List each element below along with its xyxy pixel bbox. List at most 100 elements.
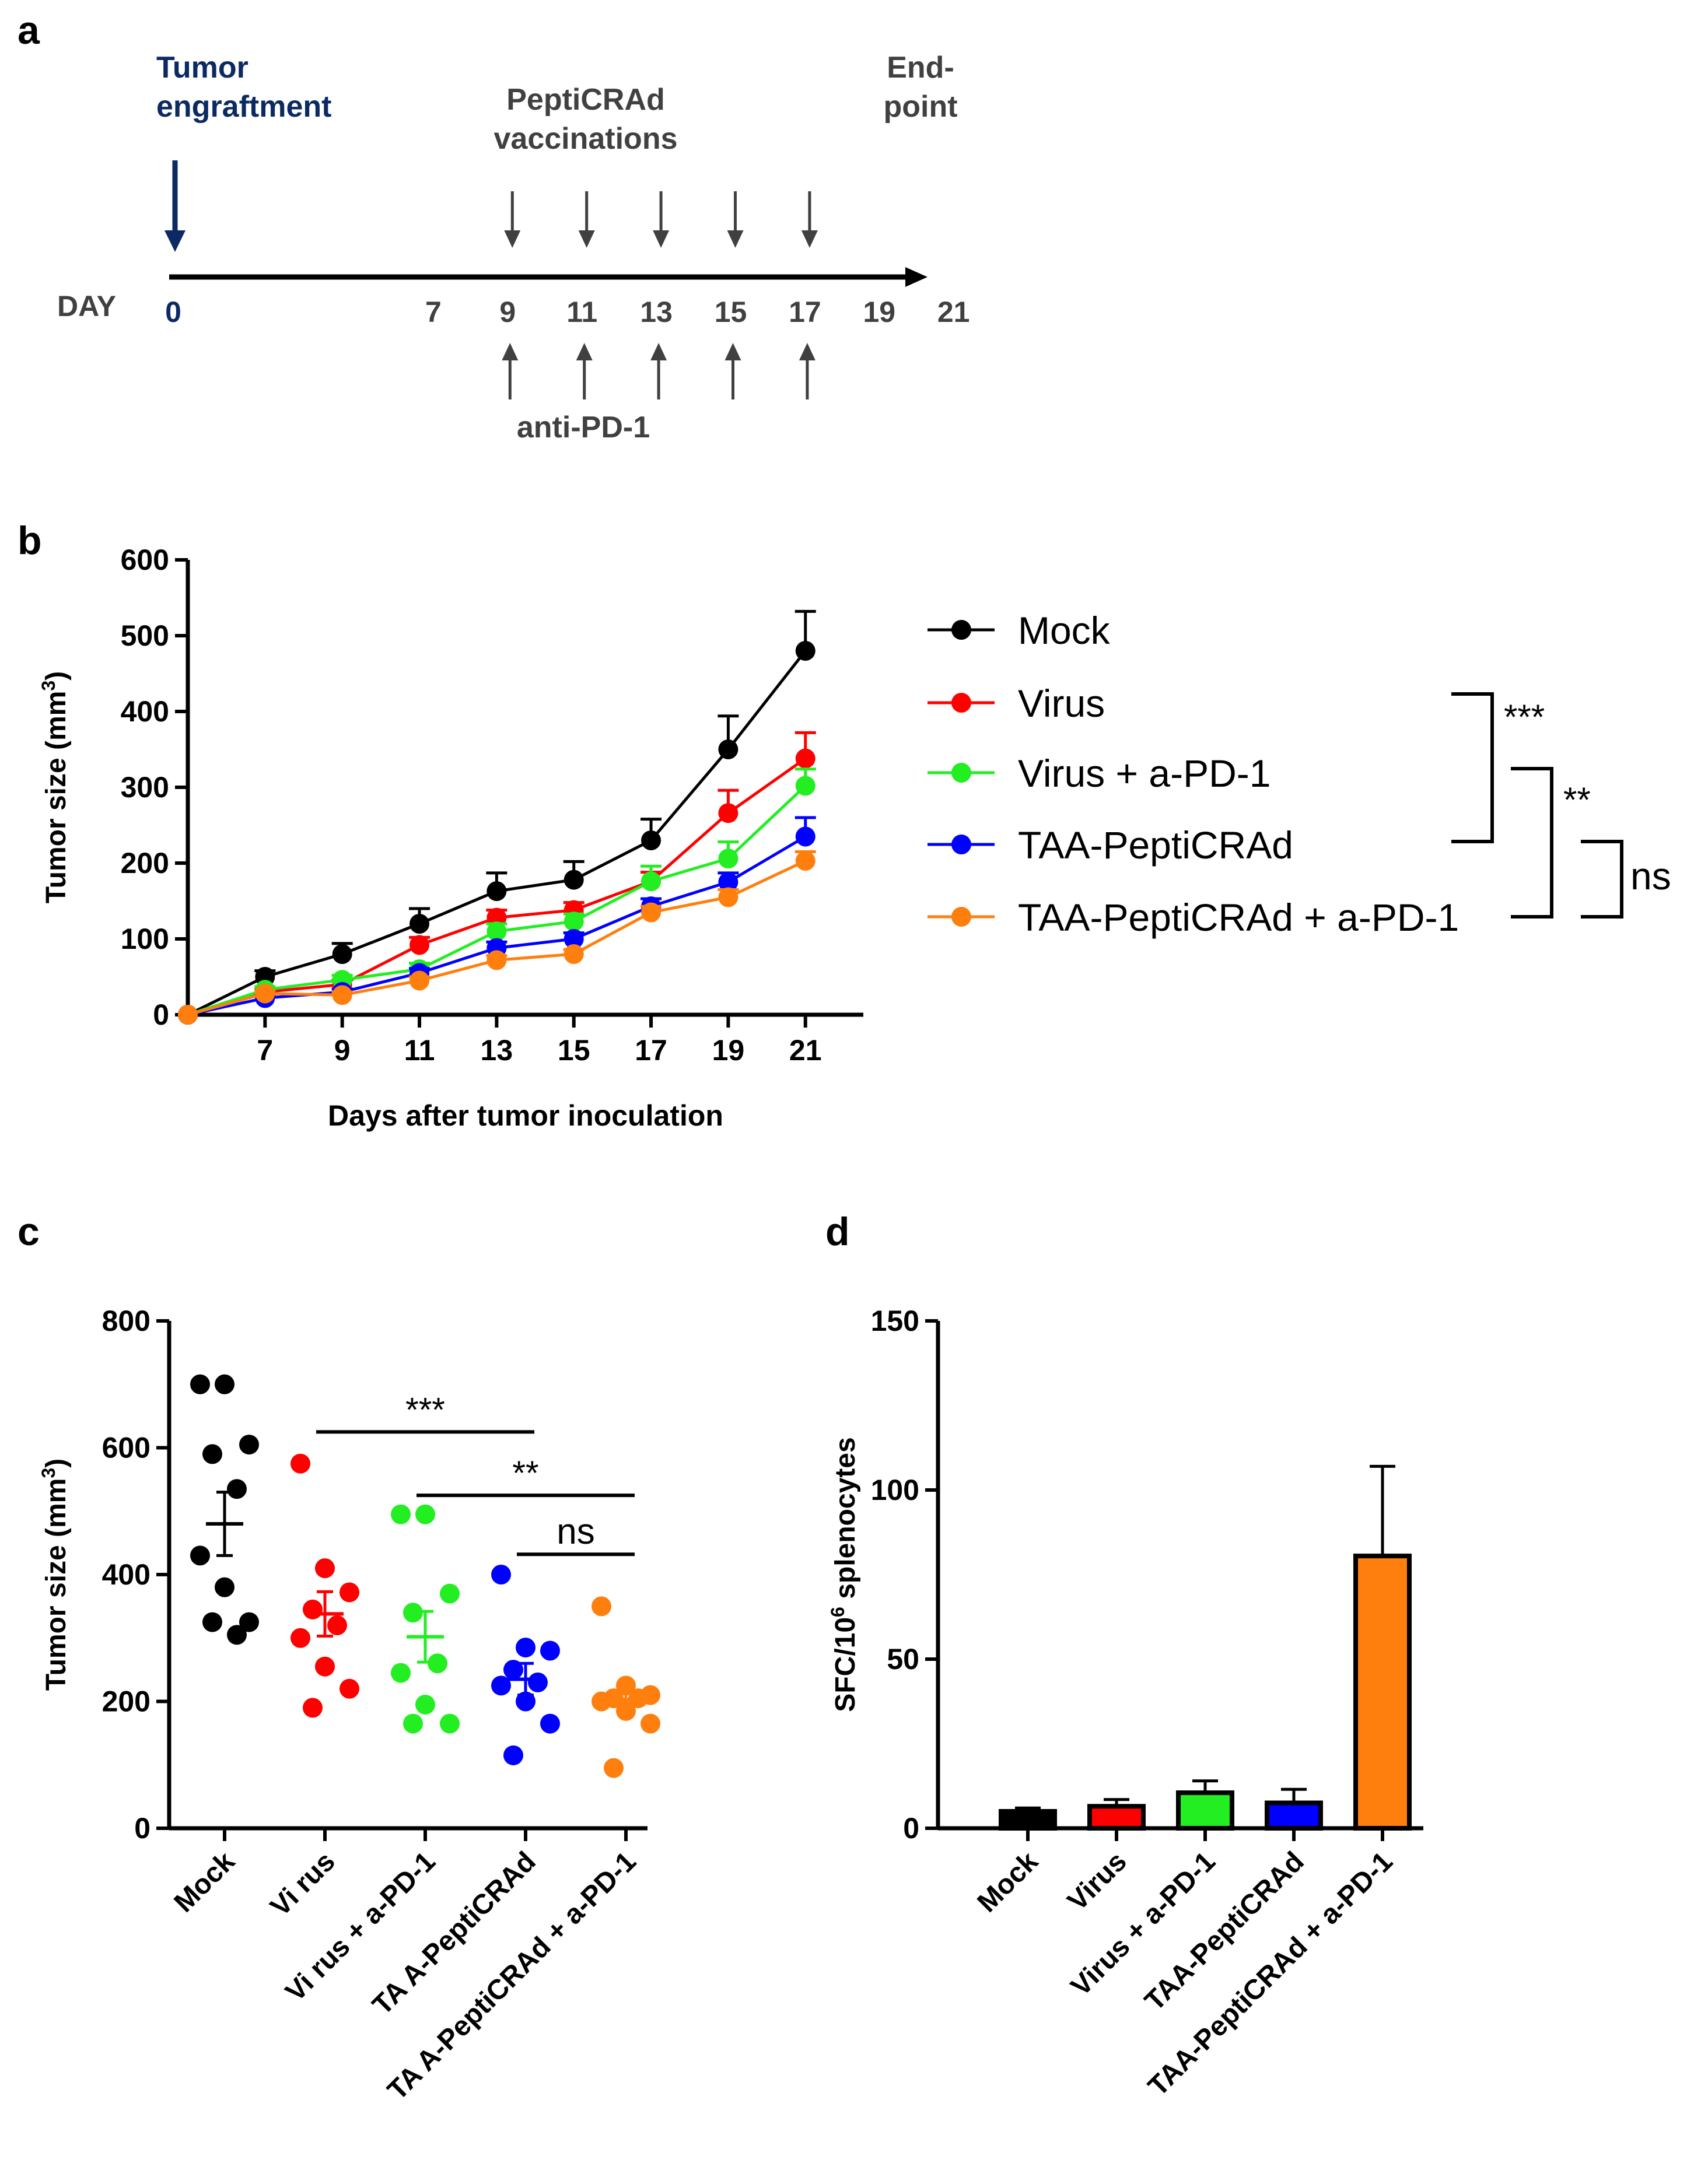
y-tick-label-300: 300 xyxy=(121,771,169,804)
data-point xyxy=(440,1583,460,1604)
y-tick-label-800: 800 xyxy=(102,1305,150,1337)
data-point xyxy=(340,1678,359,1699)
x-tick-label-13: 13 xyxy=(481,1034,513,1067)
vaccination-arrows xyxy=(504,191,818,248)
y-tick-label-600: 600 xyxy=(121,544,169,576)
group-4 xyxy=(592,1596,660,1778)
data-point xyxy=(604,1758,624,1778)
group-1 xyxy=(290,1453,359,1718)
data-point xyxy=(227,1625,247,1645)
tumor-growth-line-chart: 0 100 200 300 400 500 600 7 9 11 13 15 17 19 21 Days af… xyxy=(38,544,1671,1132)
y-axis-title: Tumor size (mm3) xyxy=(38,1459,72,1691)
legend-label-4: TAA-PeptiCRAd + a-PD-1 xyxy=(1018,896,1459,939)
data-point xyxy=(491,1565,511,1584)
vaccination-arrowhead-day-17 xyxy=(801,230,818,248)
y-tick-label-0: 0 xyxy=(134,1812,150,1845)
vaccination-arrowhead-day-13 xyxy=(653,230,670,248)
y-tick-label-0: 0 xyxy=(153,998,169,1031)
anti-pd1-arrowhead-day-11 xyxy=(576,343,593,360)
legend-marker-4 xyxy=(951,907,971,927)
group-3 xyxy=(491,1565,560,1765)
anti-pd1-arrows xyxy=(502,343,816,399)
data-point xyxy=(640,1713,660,1734)
vaccination-label-1: PeptiCRAd xyxy=(506,83,665,117)
anti-pd1-arrowhead-day-13 xyxy=(650,343,667,360)
timeline-day-15: 15 xyxy=(715,296,747,328)
data-point xyxy=(718,872,738,892)
data-point xyxy=(255,983,275,1004)
data-point xyxy=(410,970,430,991)
timeline-day-17: 17 xyxy=(789,296,821,328)
timeline-day-9: 9 xyxy=(499,296,516,328)
data-point xyxy=(415,1504,435,1524)
y-tick-label-200: 200 xyxy=(102,1685,150,1718)
data-point xyxy=(315,1558,335,1579)
data-point xyxy=(564,944,584,964)
data-point xyxy=(190,1374,210,1394)
legend-marker-1 xyxy=(951,693,971,713)
data-point xyxy=(528,1672,548,1692)
significance-label-0: *** xyxy=(405,1391,445,1429)
y-tick-label-100: 100 xyxy=(871,1474,919,1506)
y-tick-label-400: 400 xyxy=(121,695,169,728)
data-point xyxy=(795,776,816,796)
data-point xyxy=(303,1599,323,1619)
tumor-engraftment-arrowhead xyxy=(164,230,186,252)
significance-label-2: ns xyxy=(556,1512,594,1552)
panel-label-d: d xyxy=(825,1210,850,1254)
timeline-day-13: 13 xyxy=(640,296,673,328)
day-label: DAY xyxy=(57,290,116,322)
legend-label-1: Virus xyxy=(1018,682,1105,725)
data-point xyxy=(428,1653,447,1674)
data-point xyxy=(290,1628,310,1648)
data-point xyxy=(795,826,816,847)
bar-4 xyxy=(1353,1554,1412,1831)
data-point xyxy=(391,1663,411,1683)
bar-0 xyxy=(999,1809,1057,1831)
day-zero-label: 0 xyxy=(165,296,181,328)
y-tick-label-50: 50 xyxy=(887,1643,919,1675)
x-tick-label-17: 17 xyxy=(635,1034,667,1067)
y-tick-label-400: 400 xyxy=(102,1558,150,1591)
legend-marker-2 xyxy=(951,763,971,783)
data-point xyxy=(564,912,584,932)
x-tick-label-19: 19 xyxy=(712,1034,745,1067)
bracket-taa-vs-taa-pd1 xyxy=(1581,840,1623,919)
data-point xyxy=(564,870,584,890)
data-point xyxy=(564,929,584,949)
data-point xyxy=(290,1453,310,1474)
data-point xyxy=(718,739,738,759)
y-tick-label-500: 500 xyxy=(121,619,169,652)
significance-label-1: ** xyxy=(512,1454,538,1492)
data-point xyxy=(327,1615,347,1635)
data-point xyxy=(718,803,738,823)
legend-marker-0 xyxy=(951,620,971,640)
significance-brackets: *****ns xyxy=(1451,692,1671,919)
legend-marker-3 xyxy=(951,835,971,854)
x-tick-label-11: 11 xyxy=(404,1034,435,1067)
x-tick-label-9: 9 xyxy=(334,1034,351,1067)
data-point xyxy=(795,748,816,769)
timeline-day-7: 7 xyxy=(425,296,442,328)
endpoint-label-2: point xyxy=(883,90,957,124)
data-point xyxy=(202,1612,222,1632)
data-point xyxy=(227,1479,247,1499)
y-tick-label-200: 200 xyxy=(121,847,169,879)
y-tick-label-100: 100 xyxy=(121,923,169,955)
timeline-day-19: 19 xyxy=(863,296,895,328)
data-point xyxy=(503,1745,523,1765)
y-tick-label-150: 150 xyxy=(871,1305,919,1337)
data-point xyxy=(202,1444,222,1464)
data-point xyxy=(487,950,507,970)
timeline-day-labels: 7 9 11 13 15 17 19 21 xyxy=(425,296,970,328)
data-point xyxy=(540,1640,560,1661)
data-point xyxy=(592,1596,611,1617)
data-point xyxy=(487,921,507,941)
legend-label-3: TAA-PeptiCRAd xyxy=(1018,823,1293,867)
data-point xyxy=(641,871,662,892)
anti-pd1-arrowhead-day-9 xyxy=(502,343,519,360)
data-point xyxy=(641,830,662,850)
y-axis-title: Tumor size (mm3) xyxy=(38,671,72,903)
bar-1 xyxy=(1087,1804,1146,1831)
